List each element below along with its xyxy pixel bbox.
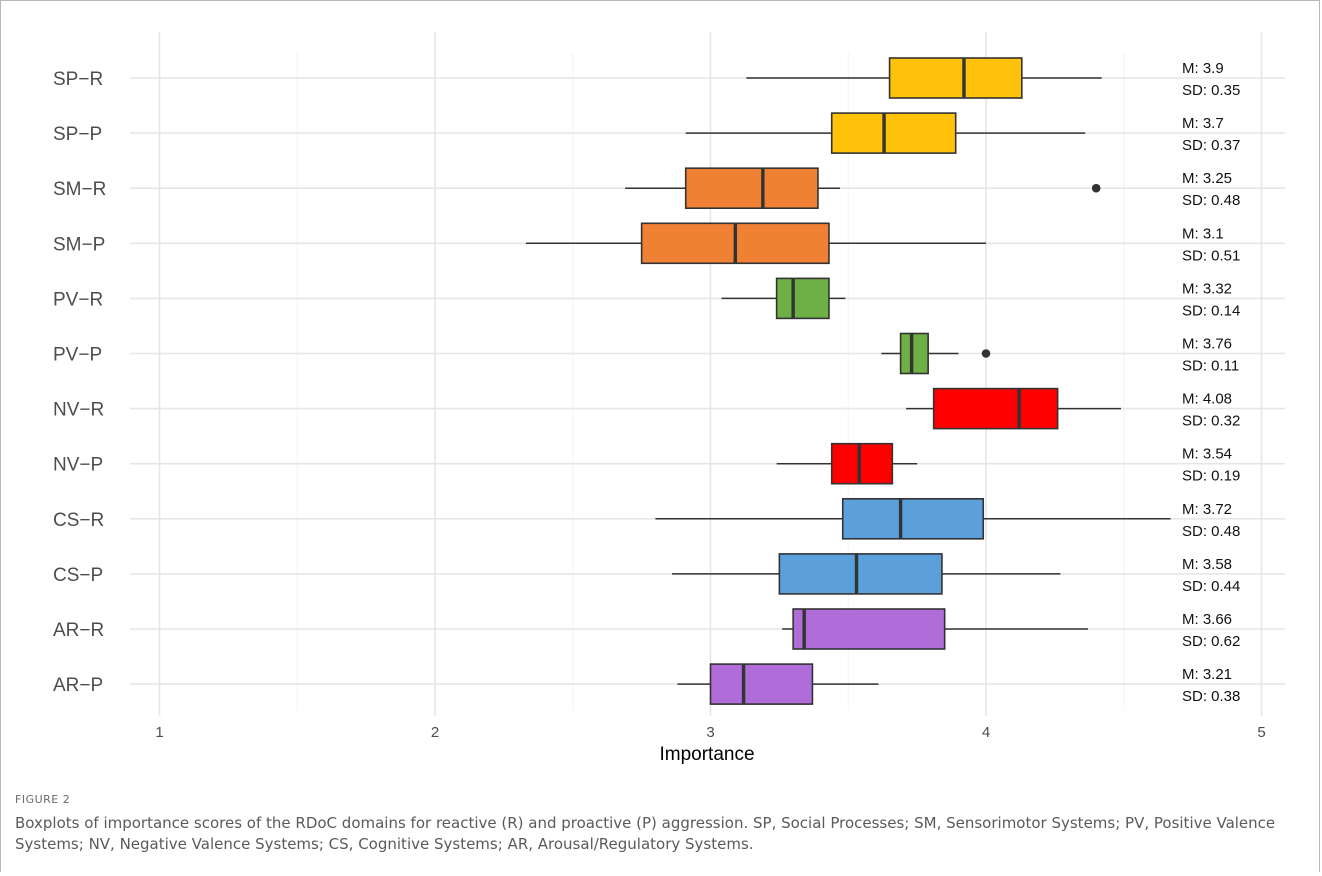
box-ar [792, 608, 946, 650]
outlier-point [981, 349, 991, 358]
box-cs [778, 553, 943, 595]
sd-label: SD: 0.19 [1182, 468, 1240, 485]
sd-label: SD: 0.14 [1182, 302, 1240, 319]
sd-label: SD: 0.32 [1182, 413, 1240, 430]
mean-label: M: 3.72 [1182, 501, 1232, 518]
box-sm [684, 167, 819, 209]
x-tick-label: 3 [706, 724, 714, 741]
outlier-point [1091, 183, 1101, 193]
x-tick-label: 5 [1257, 724, 1265, 741]
y-category-label: AR−P [53, 675, 103, 696]
mean-label: M: 3.9 [1182, 60, 1224, 77]
box-pv [899, 332, 929, 375]
box-pv [775, 277, 830, 320]
sd-label: SD: 0.44 [1182, 578, 1240, 595]
grid-layer [130, 32, 1285, 716]
y-category-label: NV−R [53, 400, 104, 421]
mean-label: M: 3.66 [1182, 611, 1232, 628]
figure-caption: Boxplots of importance scores of the RDo… [15, 814, 1276, 853]
sd-label: SD: 0.48 [1182, 192, 1240, 209]
y-category-label: CS−P [53, 565, 103, 586]
mean-label: M: 3.54 [1182, 446, 1232, 463]
box-nv [932, 387, 1059, 430]
sd-label: SD: 0.62 [1182, 633, 1240, 650]
mean-label: M: 3.1 [1182, 225, 1224, 242]
x-axis-title: Importance [659, 744, 754, 765]
x-tick-label: 1 [155, 724, 163, 741]
sd-label: SD: 0.35 [1182, 82, 1240, 99]
mean-label: M: 3.32 [1182, 280, 1232, 297]
y-category-label: PV−R [53, 289, 103, 310]
box-layer [525, 57, 1171, 705]
mean-label: M: 3.25 [1182, 170, 1232, 187]
sd-label: SD: 0.48 [1182, 523, 1240, 540]
box-sp [830, 112, 957, 154]
y-category-label: SM−R [53, 179, 106, 200]
figure-label: FIGURE 2 [15, 793, 71, 806]
sd-label: SD: 0.51 [1182, 247, 1240, 264]
x-tick-label: 4 [982, 724, 990, 741]
y-category-label: SP−P [53, 124, 102, 145]
box-cs [841, 497, 985, 540]
mean-label: M: 3.58 [1182, 556, 1232, 573]
y-category-label: CS−R [53, 510, 104, 531]
mean-label: M: 3.21 [1182, 666, 1232, 683]
mean-label: M: 4.08 [1182, 391, 1232, 408]
mean-label: M: 3.76 [1182, 336, 1232, 353]
sd-label: SD: 0.11 [1182, 358, 1239, 375]
x-tick-label: 2 [431, 724, 439, 741]
boxplot-chart: 1 2 3 4 5 SP−R M: 3.9 SD: 0.35 SP−P M: 3.7 SD: 0.3… [53, 32, 1285, 765]
label-layer: 1 2 3 4 5 SP−R M: 3.9 SD: 0.35 SP−P M: 3.7 SD: 0.3… [53, 60, 1266, 741]
box-ar [709, 663, 814, 705]
mean-label: M: 3.7 [1182, 115, 1224, 132]
box-sp [888, 57, 1023, 99]
y-category-label: PV−P [53, 345, 102, 366]
y-category-label: NV−P [53, 455, 103, 476]
sd-label: SD: 0.37 [1182, 137, 1240, 154]
y-category-label: AR−R [53, 620, 104, 641]
y-category-label: SP−R [53, 69, 103, 90]
sd-label: SD: 0.38 [1182, 688, 1240, 705]
box-nv [830, 442, 894, 485]
y-category-label: SM−P [53, 234, 105, 255]
